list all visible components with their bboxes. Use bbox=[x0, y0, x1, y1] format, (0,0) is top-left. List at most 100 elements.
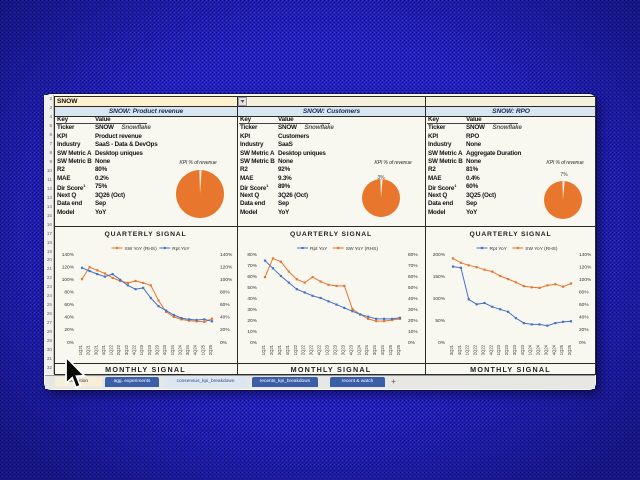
svg-text:100%: 100% bbox=[579, 277, 592, 283]
svg-text:1Q24: 1Q24 bbox=[356, 344, 361, 355]
svg-text:30%: 30% bbox=[408, 307, 418, 313]
svg-text:40%: 40% bbox=[220, 315, 230, 321]
svg-text:3Q21: 3Q21 bbox=[277, 344, 282, 355]
svg-text:3Q21: 3Q21 bbox=[449, 344, 454, 355]
svg-text:20%: 20% bbox=[247, 318, 257, 324]
svg-text:60%: 60% bbox=[408, 274, 418, 280]
svg-text:1Q22: 1Q22 bbox=[109, 344, 114, 355]
svg-text:Rpt YoY: Rpt YoY bbox=[172, 246, 190, 252]
svg-text:100%: 100% bbox=[62, 277, 75, 283]
svg-text:120%: 120% bbox=[579, 264, 592, 270]
svg-text:0%: 0% bbox=[579, 340, 587, 346]
svg-text:3Q22: 3Q22 bbox=[481, 344, 486, 355]
svg-text:3Q22: 3Q22 bbox=[309, 344, 314, 355]
svg-text:2Q23: 2Q23 bbox=[333, 344, 338, 355]
svg-text:150%: 150% bbox=[433, 274, 446, 280]
svg-text:1Q22: 1Q22 bbox=[465, 344, 470, 355]
svg-text:20%: 20% bbox=[64, 327, 74, 333]
svg-text:0%: 0% bbox=[438, 340, 446, 346]
svg-text:80%: 80% bbox=[247, 252, 257, 258]
svg-text:80%: 80% bbox=[408, 252, 418, 258]
svg-text:4Q24: 4Q24 bbox=[193, 344, 198, 355]
svg-text:1Q25: 1Q25 bbox=[559, 344, 564, 355]
svg-text:1Q22: 1Q22 bbox=[293, 344, 298, 355]
svg-text:4Q23: 4Q23 bbox=[520, 344, 525, 355]
svg-text:0%: 0% bbox=[250, 340, 258, 346]
svg-text:2Q23: 2Q23 bbox=[504, 344, 509, 355]
svg-text:2Q25: 2Q25 bbox=[567, 344, 572, 355]
svg-text:4Q22: 4Q22 bbox=[317, 344, 322, 355]
svg-text:3Q22: 3Q22 bbox=[124, 344, 129, 355]
svg-text:4Q23: 4Q23 bbox=[162, 344, 167, 355]
svg-text:1Q25: 1Q25 bbox=[388, 344, 393, 355]
svg-text:140%: 140% bbox=[62, 252, 75, 258]
svg-text:1Q24: 1Q24 bbox=[528, 344, 533, 355]
svg-text:10%: 10% bbox=[247, 329, 257, 335]
svg-text:3Q23: 3Q23 bbox=[155, 344, 160, 355]
svg-text:80%: 80% bbox=[220, 290, 230, 296]
svg-text:1Q23: 1Q23 bbox=[325, 344, 330, 355]
svg-text:3Q23: 3Q23 bbox=[340, 344, 345, 355]
svg-text:3Q23: 3Q23 bbox=[512, 344, 517, 355]
svg-text:60%: 60% bbox=[579, 302, 589, 308]
svg-text:1Q24: 1Q24 bbox=[170, 344, 175, 355]
svg-text:20%: 20% bbox=[408, 318, 418, 324]
svg-text:2Q21: 2Q21 bbox=[269, 344, 274, 355]
svg-text:20%: 20% bbox=[220, 327, 230, 333]
svg-text:10%: 10% bbox=[408, 329, 418, 335]
svg-text:120%: 120% bbox=[62, 264, 75, 270]
svg-text:2Q25: 2Q25 bbox=[396, 344, 401, 355]
svg-text:40%: 40% bbox=[247, 296, 257, 302]
svg-text:2Q22: 2Q22 bbox=[473, 344, 478, 355]
svg-text:1Q23: 1Q23 bbox=[139, 344, 144, 355]
svg-text:Rpt YoY: Rpt YoY bbox=[310, 246, 328, 252]
svg-text:140%: 140% bbox=[220, 252, 233, 258]
svg-text:0%: 0% bbox=[408, 340, 416, 346]
svg-text:4Q21: 4Q21 bbox=[457, 344, 462, 355]
svg-text:4Q24: 4Q24 bbox=[551, 344, 556, 355]
svg-text:120%: 120% bbox=[220, 264, 233, 270]
svg-text:40%: 40% bbox=[64, 315, 74, 321]
svg-text:80%: 80% bbox=[64, 290, 74, 296]
svg-text:4Q21: 4Q21 bbox=[285, 344, 290, 355]
svg-text:60%: 60% bbox=[64, 302, 74, 308]
svg-text:2Q23: 2Q23 bbox=[147, 344, 152, 355]
svg-text:3Q24: 3Q24 bbox=[543, 344, 548, 355]
svg-text:1Q21: 1Q21 bbox=[78, 344, 83, 355]
svg-text:1Q21: 1Q21 bbox=[261, 344, 266, 355]
svg-text:140%: 140% bbox=[579, 252, 592, 258]
svg-text:40%: 40% bbox=[408, 296, 418, 302]
svg-text:3Q21: 3Q21 bbox=[93, 344, 98, 355]
svg-text:100%: 100% bbox=[433, 296, 446, 302]
svg-text:70%: 70% bbox=[247, 263, 257, 269]
svg-text:2Q24: 2Q24 bbox=[177, 344, 182, 355]
svg-text:4Q22: 4Q22 bbox=[488, 344, 493, 355]
svg-text:4Q23: 4Q23 bbox=[348, 344, 353, 355]
svg-text:4Q21: 4Q21 bbox=[101, 344, 106, 355]
svg-text:100%: 100% bbox=[220, 277, 233, 283]
svg-text:50%: 50% bbox=[408, 285, 418, 291]
svg-text:SW YoY (RHS): SW YoY (RHS) bbox=[346, 246, 379, 252]
svg-text:3Q24: 3Q24 bbox=[372, 344, 377, 355]
svg-text:2Q22: 2Q22 bbox=[301, 344, 306, 355]
svg-text:2Q25: 2Q25 bbox=[208, 344, 213, 355]
svg-text:1Q23: 1Q23 bbox=[496, 344, 501, 355]
svg-text:60%: 60% bbox=[247, 274, 257, 280]
svg-text:70%: 70% bbox=[408, 263, 418, 269]
svg-text:2Q22: 2Q22 bbox=[116, 344, 121, 355]
svg-text:80%: 80% bbox=[579, 290, 589, 296]
svg-text:1Q25: 1Q25 bbox=[200, 344, 205, 355]
svg-text:4Q24: 4Q24 bbox=[380, 344, 385, 355]
svg-text:Rpt YoY: Rpt YoY bbox=[490, 246, 508, 252]
svg-text:0%: 0% bbox=[220, 340, 228, 346]
svg-text:30%: 30% bbox=[247, 307, 257, 313]
svg-text:50%: 50% bbox=[247, 285, 257, 291]
svg-text:SW YoY (RHS): SW YoY (RHS) bbox=[125, 246, 158, 252]
svg-text:2Q24: 2Q24 bbox=[536, 344, 541, 355]
svg-text:3Q24: 3Q24 bbox=[185, 344, 190, 355]
svg-text:60%: 60% bbox=[220, 302, 230, 308]
svg-text:20%: 20% bbox=[579, 327, 589, 333]
svg-text:0%: 0% bbox=[67, 340, 75, 346]
svg-text:40%: 40% bbox=[579, 315, 589, 321]
svg-text:4Q22: 4Q22 bbox=[132, 344, 137, 355]
